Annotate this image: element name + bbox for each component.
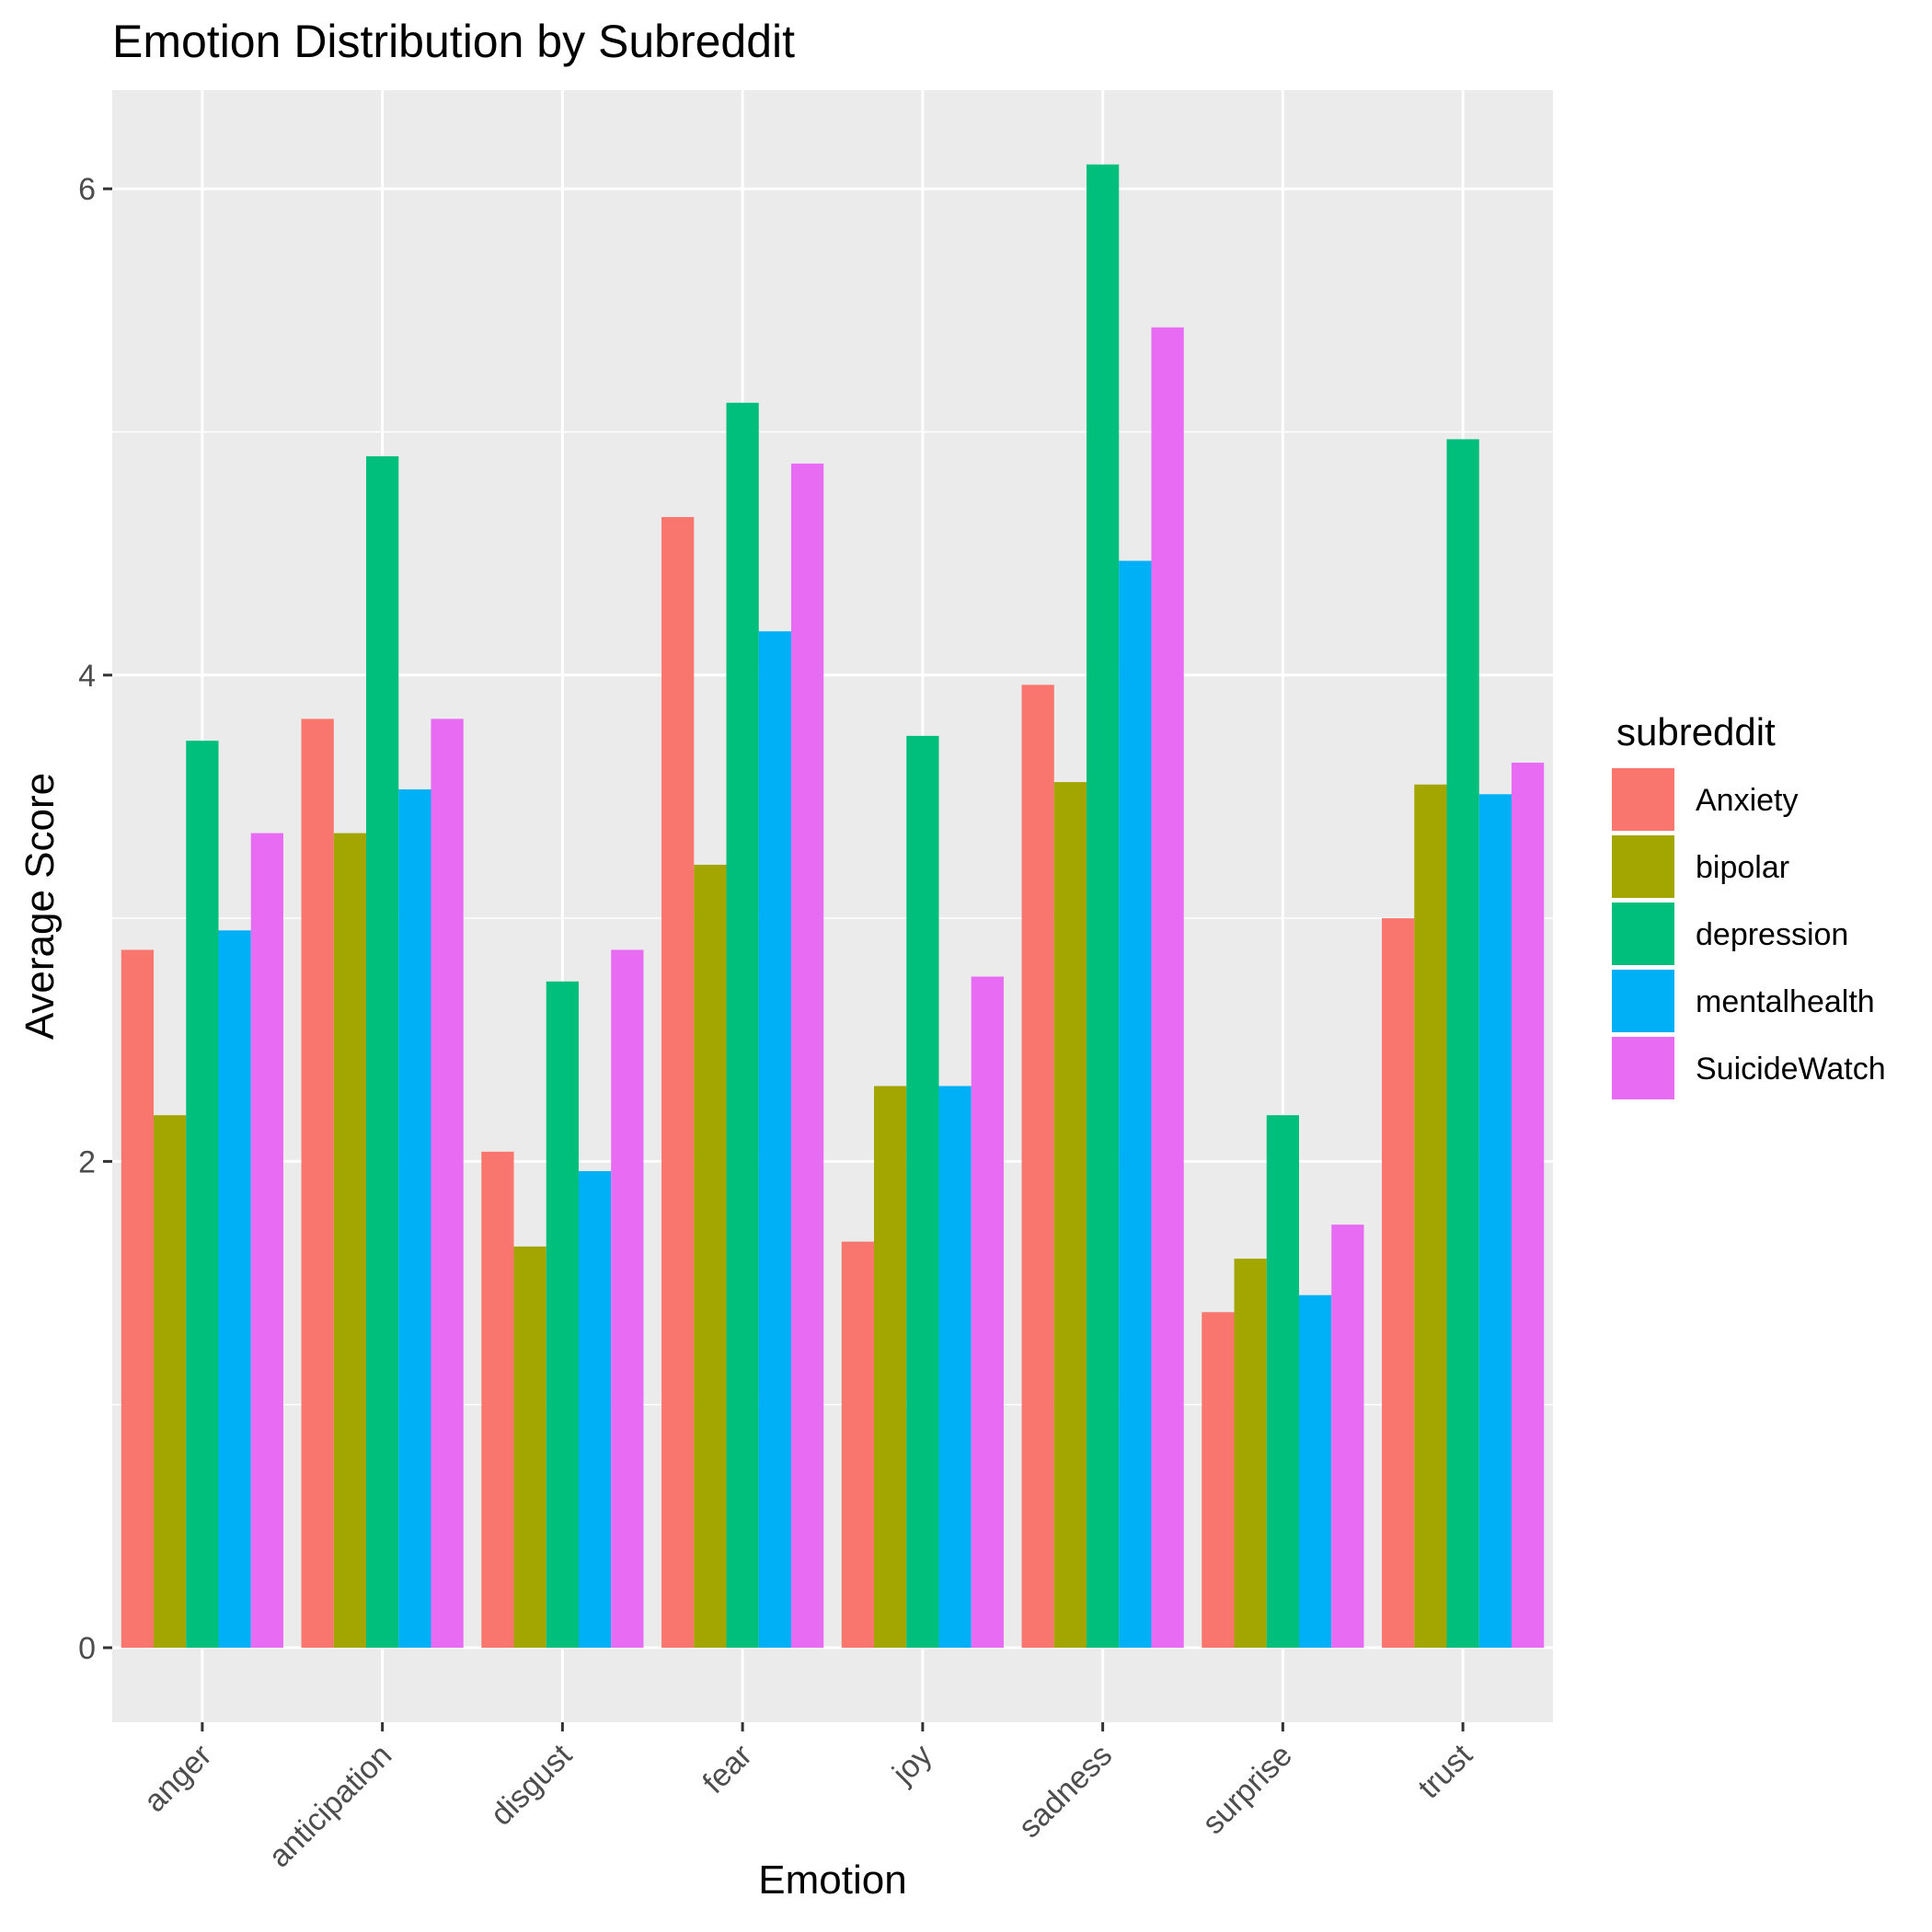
- bar-suicidewatch-sadness: [1151, 327, 1184, 1648]
- bar-suicidewatch-trust: [1511, 762, 1545, 1648]
- y-axis-ticks: 0 2 4 6: [78, 172, 112, 1666]
- legend-key-bipolar: [1612, 835, 1674, 898]
- bar-anxiety-surprise: [1202, 1312, 1235, 1648]
- bar-suicidewatch-fear: [790, 463, 824, 1648]
- bar-mentalhealth-anger: [218, 930, 251, 1648]
- bar-anxiety-fear: [661, 517, 695, 1648]
- x-tick-label-joy: joy: [885, 1738, 938, 1791]
- bar-suicidewatch-surprise: [1331, 1225, 1364, 1648]
- bar-suicidewatch-anticipation: [431, 719, 464, 1648]
- bars: [121, 164, 1545, 1649]
- bar-bipolar-surprise: [1234, 1259, 1267, 1648]
- bar-depression-sadness: [1087, 164, 1120, 1648]
- bar-anxiety-trust: [1382, 918, 1415, 1648]
- legend-label-mentalhealth: mentalhealth: [1696, 984, 1875, 1019]
- legend-title: subreddit: [1616, 710, 1776, 753]
- x-axis-ticks: anger anticipation disgust fear joy sadness su…: [137, 1722, 1479, 1874]
- chart-title: Emotion Distribution by Subreddit: [112, 16, 795, 67]
- x-tick-label-fear: fear: [696, 1738, 758, 1800]
- x-tick-label-anger: anger: [137, 1738, 218, 1819]
- bar-bipolar-fear: [694, 864, 727, 1648]
- bar-anxiety-anticipation: [301, 719, 334, 1648]
- bar-depression-joy: [906, 735, 939, 1648]
- bar-suicidewatch-disgust: [611, 949, 644, 1648]
- y-tick-label: 6: [78, 172, 96, 207]
- bar-bipolar-sadness: [1053, 782, 1087, 1648]
- bar-mentalhealth-fear: [758, 631, 791, 1648]
- bar-mentalhealth-surprise: [1298, 1294, 1332, 1648]
- bar-mentalhealth-joy: [938, 1086, 972, 1648]
- bar-anxiety-sadness: [1021, 684, 1054, 1648]
- bar-suicidewatch-anger: [250, 833, 283, 1648]
- bar-anxiety-disgust: [481, 1151, 514, 1648]
- bar-depression-disgust: [546, 981, 579, 1648]
- x-tick-label-anticipation: anticipation: [262, 1738, 399, 1875]
- legend-label-anxiety: Anxiety: [1696, 783, 1799, 818]
- bar-depression-trust: [1446, 439, 1479, 1649]
- bar-bipolar-joy: [874, 1086, 907, 1648]
- legend-label-depression: depression: [1696, 917, 1848, 952]
- bar-anxiety-anger: [121, 949, 155, 1648]
- y-tick-label: 4: [78, 659, 96, 694]
- bar-bipolar-trust: [1414, 784, 1447, 1648]
- bar-mentalhealth-trust: [1478, 794, 1512, 1648]
- bar-depression-anticipation: [366, 455, 399, 1649]
- x-tick-label-trust: trust: [1411, 1737, 1479, 1805]
- x-axis-title: Emotion: [758, 1857, 906, 1903]
- legend-key-mentalhealth: [1612, 970, 1674, 1032]
- bar-mentalhealth-anticipation: [398, 789, 431, 1648]
- y-tick-label: 0: [78, 1631, 96, 1666]
- legend-key-suicidewatch: [1612, 1037, 1674, 1099]
- y-tick-label: 2: [78, 1144, 96, 1179]
- bar-bipolar-anger: [154, 1115, 187, 1648]
- bar-depression-anger: [186, 741, 219, 1648]
- legend: subreddit Anxiety bipolar depression mental…: [1612, 710, 1886, 1099]
- bar-depression-surprise: [1266, 1115, 1299, 1648]
- x-tick-label-disgust: disgust: [484, 1737, 579, 1832]
- legend-label-bipolar: bipolar: [1696, 850, 1789, 885]
- bar-bipolar-anticipation: [333, 833, 367, 1648]
- y-axis-title: Average Score: [17, 773, 63, 1040]
- bar-mentalhealth-sadness: [1119, 560, 1152, 1648]
- bar-depression-fear: [726, 402, 759, 1649]
- bar-mentalhealth-disgust: [578, 1170, 612, 1648]
- legend-key-anxiety: [1612, 768, 1674, 831]
- bar-bipolar-disgust: [513, 1246, 546, 1648]
- bar-anxiety-joy: [841, 1241, 875, 1648]
- x-tick-label-sadness: sadness: [1012, 1738, 1119, 1845]
- legend-key-depression: [1612, 903, 1674, 965]
- x-tick-label-surprise: surprise: [1196, 1738, 1299, 1841]
- legend-label-suicidewatch: SuicideWatch: [1696, 1052, 1886, 1087]
- bar-suicidewatch-joy: [971, 976, 1004, 1648]
